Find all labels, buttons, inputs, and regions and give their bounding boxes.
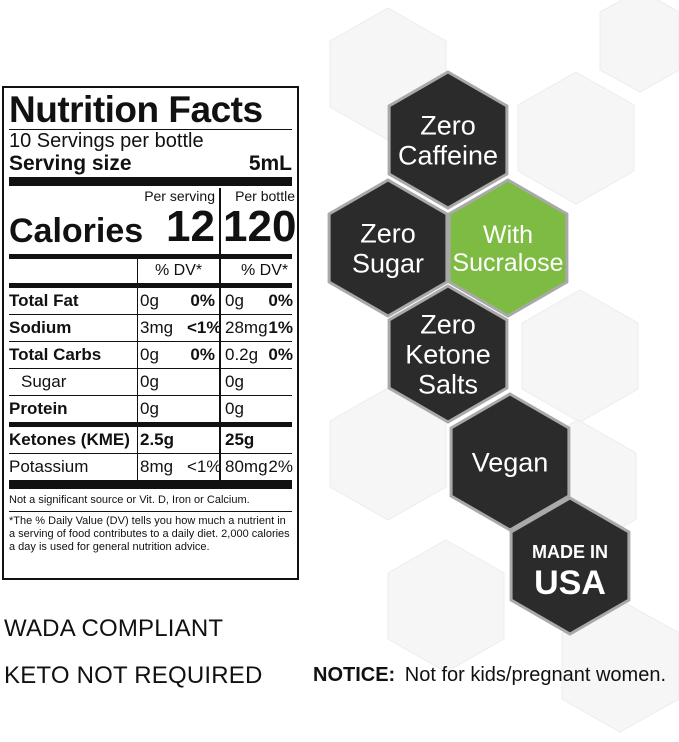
- badge-label: Vegan: [472, 448, 549, 478]
- badge-label: MADE IN: [532, 542, 608, 562]
- nutrient-row: Ketones (KME) 2.5g 25g: [9, 427, 292, 453]
- badge-label: USA: [534, 564, 606, 602]
- amount-per-bottle: 0g: [225, 291, 244, 310]
- amount-per-bottle: 80mg: [225, 457, 268, 476]
- keto-not-required-text: KETO NOT REQUIRED: [4, 662, 263, 689]
- badge-label: Salts: [418, 370, 478, 400]
- nutrition-facts-title: Nutrition Facts: [9, 89, 263, 130]
- amount-per-bottle: 0g: [225, 399, 244, 418]
- nutrient-name: Protein: [9, 399, 68, 418]
- nutrient-name: Potassium: [9, 457, 89, 476]
- dv-header-bottle: % DV*: [241, 262, 289, 279]
- nutrient-name: Sugar: [21, 372, 67, 391]
- calories-per-serving: 12: [166, 202, 215, 251]
- calories-per-bottle: 120: [223, 202, 297, 251]
- badge-label: Zero: [420, 310, 476, 340]
- nutrient-name: Ketones (KME): [9, 430, 130, 449]
- calories-label: Calories: [9, 212, 144, 250]
- badge-vegan: Vegan: [449, 392, 571, 532]
- dv-per-serving: <1%: [187, 457, 222, 476]
- dv-per-serving: 0%: [190, 291, 215, 310]
- nutrient-name: Total Carbs: [9, 345, 102, 364]
- badge-label: Sucralose: [452, 249, 563, 277]
- badge-label: Zero: [420, 111, 476, 141]
- dv-header-serving: % DV*: [155, 262, 203, 279]
- badge-hexagon: [447, 178, 569, 318]
- calories-row: Calories Per serving 12 Per bottle 120: [9, 188, 297, 254]
- nutrition-facts-panel: Nutrition Facts 10 Servings per bottle S…: [2, 86, 299, 580]
- dv-per-bottle: 0%: [268, 291, 293, 310]
- wada-compliant-text: WADA COMPLIANT: [4, 615, 224, 642]
- badge-label: Zero: [360, 219, 416, 249]
- nutrient-row: Sugar 0g 0g: [9, 369, 292, 395]
- amount-per-serving: 2.5g: [140, 430, 175, 449]
- nutrient-row: Protein 0g 0g: [9, 396, 292, 422]
- footnote-daily-value: *The % Daily Value (DV) tells you how mu…: [9, 515, 290, 553]
- badge-hexagon: [509, 496, 631, 636]
- per-bottle-header: Per bottle: [235, 188, 295, 204]
- servings-per-container: 10 Servings per bottle: [9, 130, 204, 152]
- nutrient-rows: Total Fat 0g 0% 0g 0% Sodium 3mg <1% 28mg 1% Total…: [9, 288, 293, 480]
- serving-size-value: 5mL: [248, 152, 292, 175]
- daily-value-header-row: % DV* % DV*: [9, 259, 292, 283]
- amount-per-serving: 0g: [140, 291, 159, 310]
- dv-per-serving: 0%: [190, 345, 215, 364]
- badge-hexagon: [387, 284, 509, 424]
- nutrient-row: Sodium 3mg <1% 28mg 1%: [9, 315, 293, 341]
- badge-label: Ketone: [405, 340, 491, 370]
- amount-per-bottle: 25g: [225, 430, 255, 449]
- badge-label: With: [483, 221, 533, 249]
- badge-hexagon: [387, 70, 509, 210]
- dv-per-bottle: 0%: [268, 345, 293, 364]
- serving-size-label: Serving size: [9, 152, 132, 175]
- dv-per-bottle: 2%: [268, 457, 293, 476]
- badge-hexagon: [327, 178, 449, 318]
- amount-per-bottle: 28mg: [225, 318, 268, 337]
- amount-per-serving: 0g: [140, 399, 159, 418]
- nutrient-name: Sodium: [9, 318, 72, 337]
- amount-per-serving: 3mg: [140, 318, 174, 337]
- notice-label: NOTICE:: [313, 664, 396, 686]
- nutrient-row: Potassium 8mg <1% 80mg 2%: [9, 454, 293, 480]
- dv-per-serving: <1%: [187, 318, 222, 337]
- amount-per-serving: 8mg: [140, 457, 174, 476]
- nutrient-row: Total Carbs 0g 0% 0.2g 0%: [9, 342, 293, 368]
- notice-text: Not for kids/pregnant women.: [404, 664, 667, 686]
- nutrient-row: Total Fat 0g 0% 0g 0%: [9, 288, 293, 314]
- amount-per-bottle: 0.2g: [225, 345, 259, 364]
- nutrient-name: Total Fat: [9, 291, 79, 310]
- badge-label: Caffeine: [398, 141, 498, 171]
- notice-line: NOTICE: Not for kids/pregnant women.: [313, 664, 666, 687]
- serving-size-row: Serving size 5mL: [9, 152, 292, 176]
- amount-per-serving: 0g: [140, 345, 159, 364]
- dv-per-bottle: 1%: [268, 318, 293, 337]
- amount-per-bottle: 0g: [225, 372, 244, 391]
- amount-per-serving: 0g: [140, 372, 159, 391]
- per-serving-header: Per serving: [144, 188, 215, 204]
- badge-hexagon: [449, 392, 571, 532]
- footnote-nonsignificant: Not a significant source or Vit. D, Iron…: [9, 494, 250, 506]
- badge-label: Sugar: [352, 249, 424, 279]
